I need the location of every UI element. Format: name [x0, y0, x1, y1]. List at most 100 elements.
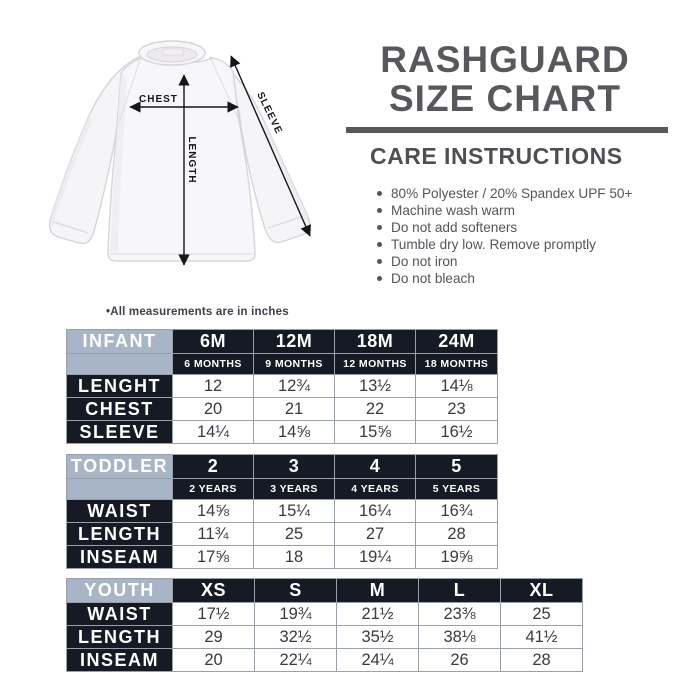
value-cell: 16¾ — [415, 499, 498, 523]
care-instructions-list: 80% Polyester / 20% Spandex UPF 50+ Mach… — [377, 185, 677, 287]
chest-measure-label: CHEST — [139, 94, 178, 105]
value-cell: 24¼ — [336, 648, 419, 672]
value-cell: 11¾ — [172, 522, 254, 546]
care-item-text: Do not iron — [391, 254, 458, 269]
size-header-cell: 24M — [415, 329, 498, 354]
value-cell: 21½ — [336, 602, 419, 626]
size-header-cell: S — [254, 578, 337, 603]
size-header-cell: 5 — [415, 454, 498, 479]
size-header-cell: 3 — [253, 454, 335, 479]
value-cell: 19¾ — [254, 602, 337, 626]
infant-size-table: INFANT 6M 12M 18M 24M 6 MONTHS 9 MONTHS … — [66, 329, 498, 444]
table-row: WAIST 14⅝ 15¼ 16¼ 16¾ — [66, 499, 498, 523]
group-spacer-cell — [66, 353, 173, 375]
value-cell: 15⅝ — [334, 420, 416, 444]
value-cell: 41½ — [500, 625, 583, 649]
page-title-line2: SIZE CHART — [389, 78, 621, 119]
youth-size-table: YOUTH XS S M L XL WAIST 17½ 19¾ 21½ 23⅜ … — [66, 578, 583, 672]
value-cell: 18 — [253, 545, 335, 569]
value-cell: 16½ — [415, 420, 498, 444]
size-header-cell: XS — [172, 578, 255, 603]
value-cell: 19⅝ — [415, 545, 498, 569]
table-row: LENGHT 12 12¾ 13½ 14⅛ — [66, 374, 498, 398]
table-row: SLEEVE 14¼ 14⅝ 15⅝ 16½ — [66, 420, 498, 444]
row-label-cell: WAIST — [66, 499, 173, 523]
subheader-cell: 5 YEARS — [415, 478, 498, 500]
value-cell: 20 — [172, 397, 254, 421]
bullet-dot-icon — [377, 276, 382, 281]
care-instructions-title: CARE INSTRUCTIONS — [370, 143, 623, 169]
rashguard-illustration: CHEST LENGTH SLEEVE — [26, 16, 360, 284]
value-cell: 14⅛ — [415, 374, 498, 398]
measurements-note: •All measurements are in inches — [106, 306, 289, 318]
value-cell: 38⅛ — [418, 625, 501, 649]
care-item: Do not iron — [377, 253, 677, 270]
value-cell: 21 — [253, 397, 335, 421]
care-item: Do not bleach — [377, 270, 677, 287]
table-row: INSEAM 17⅝ 18 19¼ 19⅝ — [66, 545, 498, 569]
bullet-dot-icon — [377, 191, 382, 196]
collar — [138, 40, 206, 66]
row-label-cell: SLEEVE — [66, 420, 173, 444]
value-cell: 14⅝ — [253, 420, 335, 444]
value-cell: 19¼ — [334, 545, 416, 569]
value-cell: 28 — [415, 522, 498, 546]
care-item: 80% Polyester / 20% Spandex UPF 50+ — [377, 185, 677, 202]
value-cell: 26 — [418, 648, 501, 672]
length-measure-label: LENGTH — [186, 136, 197, 183]
size-header-cell: 12M — [253, 329, 335, 354]
care-item: Machine wash warm — [377, 202, 677, 219]
size-header-cell: 18M — [334, 329, 416, 354]
care-item-text: Tumble dry low. Remove promptly — [391, 237, 596, 252]
table-header-row: INFANT 6M 12M 18M 24M — [66, 329, 498, 354]
value-cell: 28 — [500, 648, 583, 672]
table-row: LENGTH 11¾ 25 27 28 — [66, 522, 498, 546]
toddler-size-table: TODDLER 2 3 4 5 2 YEARS 3 YEARS 4 YEARS … — [66, 454, 498, 569]
table-subheader-row: 2 YEARS 3 YEARS 4 YEARS 5 YEARS — [66, 478, 498, 500]
value-cell: 16¼ — [334, 499, 416, 523]
size-header-cell: L — [418, 578, 501, 603]
value-cell: 29 — [172, 625, 255, 649]
table-header-row: YOUTH XS S M L XL — [66, 578, 583, 603]
subheader-cell: 2 YEARS — [172, 478, 254, 500]
page-title: RASHGUARD SIZE CHART — [338, 40, 672, 118]
table-header-row: TODDLER 2 3 4 5 — [66, 454, 498, 479]
row-label-cell: LENGTH — [66, 522, 173, 546]
group-spacer-cell — [66, 478, 173, 500]
size-header-cell: M — [336, 578, 419, 603]
size-header-cell: 6M — [172, 329, 254, 354]
table-subheader-row: 6 MONTHS 9 MONTHS 12 MONTHS 18 MONTHS — [66, 353, 498, 375]
bullet-dot-icon — [377, 225, 382, 230]
title-divider — [346, 127, 668, 133]
shirt-body — [107, 57, 256, 262]
care-item-text: Machine wash warm — [391, 203, 515, 218]
table-row: INSEAM 20 22¼ 24¼ 26 28 — [66, 648, 583, 672]
subheader-cell: 3 YEARS — [253, 478, 335, 500]
row-label-cell: WAIST — [66, 602, 173, 626]
table-row: WAIST 17½ 19¾ 21½ 23⅜ 25 — [66, 602, 583, 626]
value-cell: 17½ — [172, 602, 255, 626]
subheader-cell: 9 MONTHS — [253, 353, 335, 375]
group-label-cell: YOUTH — [66, 578, 173, 603]
value-cell: 23 — [415, 397, 498, 421]
value-cell: 22¼ — [254, 648, 337, 672]
care-item: Tumble dry low. Remove promptly — [377, 236, 677, 253]
bullet-dot-icon — [377, 242, 382, 247]
care-item: Do not add softeners — [377, 219, 677, 236]
value-cell: 14¼ — [172, 420, 254, 444]
page-title-line1: RASHGUARD — [380, 39, 630, 80]
value-cell: 22 — [334, 397, 416, 421]
care-item-text: Do not bleach — [391, 271, 475, 286]
length-arrow: LENGTH — [178, 74, 197, 266]
value-cell: 17⅝ — [172, 545, 254, 569]
value-cell: 15¼ — [253, 499, 335, 523]
care-item-text: Do not add softeners — [391, 220, 518, 235]
value-cell: 25 — [253, 522, 335, 546]
size-header-cell: 4 — [334, 454, 416, 479]
group-label-cell: TODDLER — [66, 454, 173, 479]
care-item-text: 80% Polyester / 20% Spandex UPF 50+ — [391, 186, 633, 201]
subheader-cell: 6 MONTHS — [172, 353, 254, 375]
row-label-cell: INSEAM — [66, 545, 173, 569]
bullet-dot-icon — [377, 259, 382, 264]
